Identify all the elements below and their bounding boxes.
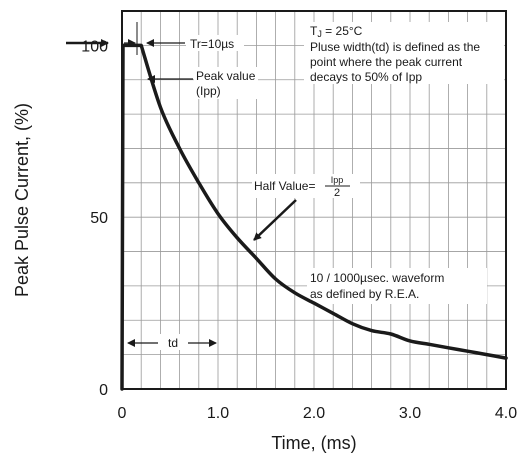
x-tick-label: 0 (118, 405, 127, 422)
half-value-numerator: Ipp (331, 175, 344, 185)
half-value-prefix: Half Value= (254, 179, 315, 193)
half-value-denominator: 2 (334, 187, 340, 199)
peak-ipp-label: (Ipp) (196, 84, 221, 98)
note-line-2: point where the peak current (310, 55, 463, 69)
x-axis-title: Time, (ms) (271, 433, 356, 453)
y-tick-label: 100 (81, 38, 108, 55)
x-tick-label: 1.0 (207, 405, 229, 422)
half-value-arrow (253, 199, 297, 241)
series-line (120, 43, 508, 391)
waveform-label-line-1: 10 / 1000µsec. waveform (310, 271, 444, 285)
waveform-label-line-2: as defined by R.E.A. (310, 287, 419, 301)
junction-temp-label: TJ = 25°C (310, 24, 363, 39)
x-tick-label: 2.0 (303, 405, 325, 422)
x-tick-label: 3.0 (399, 405, 421, 422)
y-tick-label: 0 (99, 382, 108, 399)
peak-value-label: Peak value (196, 69, 256, 83)
axis-ticks: 0 1.0 2.0 3.0 4.0 0 50 100 (81, 38, 517, 422)
note-line-3: decays to 50% of Ipp (310, 70, 422, 84)
y-tick-label: 50 (90, 210, 108, 227)
td-label: td (168, 336, 178, 350)
note-line-1: Pluse width(td) is defined as the (310, 40, 480, 54)
y-axis-title: Peak Pulse Current, (%) (12, 103, 32, 297)
x-tick-label: 4.0 (495, 405, 517, 422)
rise-time-label: Tr=10µs (190, 37, 234, 51)
